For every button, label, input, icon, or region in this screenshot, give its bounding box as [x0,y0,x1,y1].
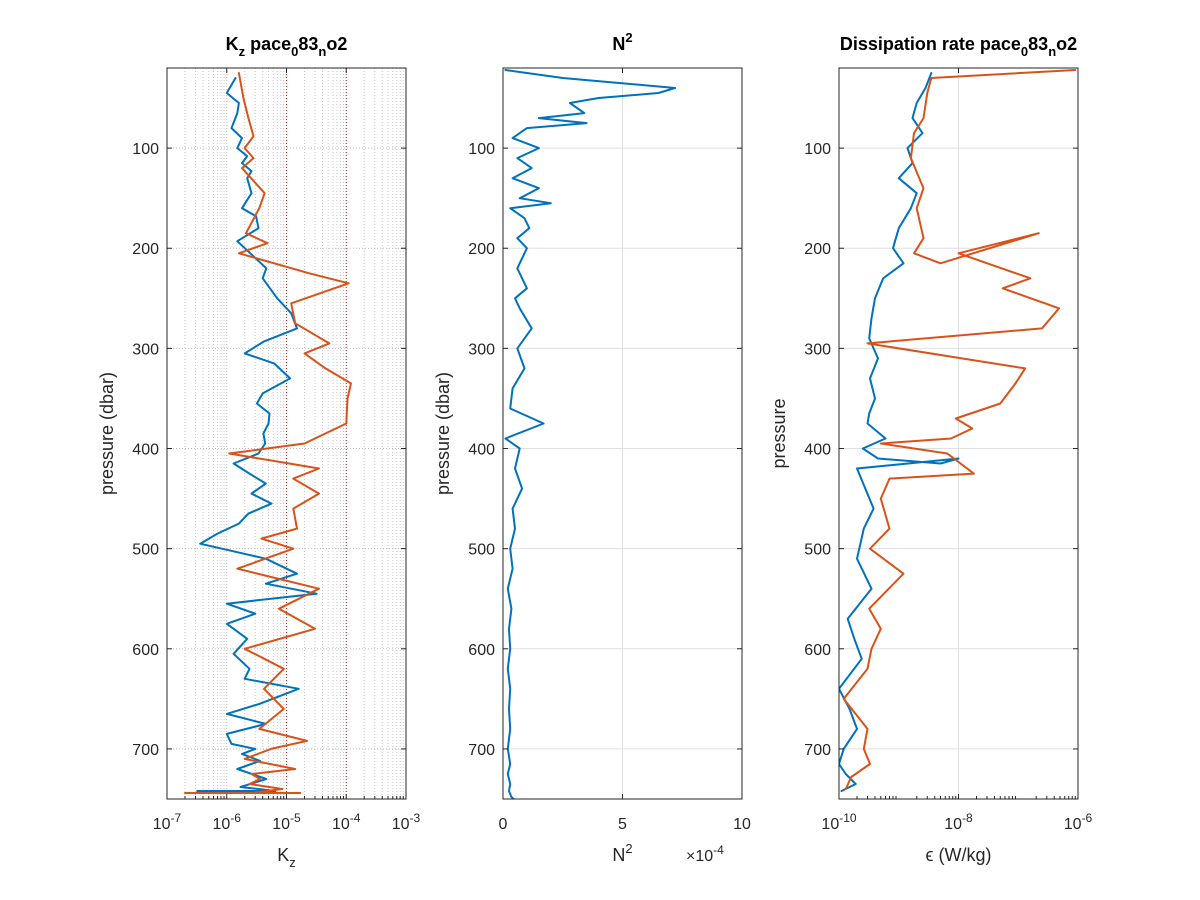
y-tick-label: 300 [132,341,159,358]
y-tick-label: 100 [132,141,159,158]
chart-title: N2 [612,30,632,54]
grid [166,68,407,799]
y-tick-label: 500 [132,542,159,559]
y-tick-label: 200 [804,241,831,258]
x-tick-label: 10-8 [944,811,973,833]
y-tick-label: 700 [132,742,159,759]
x-tick-label: 10-3 [392,811,421,833]
chart-title: Dissipation rate pace083no2 [840,34,1077,59]
x-tick-label: 10 [733,816,751,833]
y-tick-label: 500 [804,542,831,559]
x-axis-label: ϵ (W/kg) [926,845,992,865]
y-tick-label: 600 [804,642,831,659]
x-tick-label: 10-6 [213,811,242,833]
chart-title: Kz pace083no2 [226,34,348,59]
x-axis-multiplier: ×10-4 [686,843,724,865]
y-axis-label: pressure (dbar) [97,372,117,495]
dissipation-panel: 100 200 300 400 500 600 700 10-10 10-8 10-6 pressu… [769,34,1093,865]
series-line-1 [504,69,677,799]
y-tick-label: 200 [132,241,159,258]
y-tick-label: 700 [804,742,831,759]
y-axis-label: pressure [769,398,789,468]
y-axis-label: pressure (dbar) [433,372,453,495]
n2-panel: 100 200 300 400 500 600 700 0 5 10 pressure (dbar)… [433,30,751,865]
y-tick-label: 100 [804,141,831,158]
y-tick-label: 600 [132,642,159,659]
kz-panel: 100 200 300 400 500 600 700 10-7 10-6 10-5 10-4 10-… [97,34,421,870]
series-line-2 [184,72,352,794]
x-tick-label: 10-4 [332,811,361,833]
y-tick-label: 300 [804,341,831,358]
y-tick-label: 400 [468,442,495,459]
y-tick-label: 100 [468,141,495,158]
series-line-1 [839,72,960,792]
y-tick-label: 600 [468,642,495,659]
y-tick-label: 300 [468,341,495,358]
y-tick-label: 400 [132,442,159,459]
y-tick-label: 400 [804,442,831,459]
x-tick-label: 10-10 [821,811,856,833]
y-tick-label: 200 [468,241,495,258]
x-tick-label: 10-6 [1064,811,1093,833]
y-tick-label: 500 [468,542,495,559]
x-axis-label: N2 [612,841,632,865]
x-tick-label: 5 [618,816,627,833]
x-axis-label: Kz [277,845,296,870]
x-tick-label: 10-5 [272,811,301,833]
x-tick-label: 10-7 [153,811,182,833]
x-tick-label: 0 [499,816,508,833]
y-tick-label: 700 [468,742,495,759]
series-line-2 [842,69,1077,790]
